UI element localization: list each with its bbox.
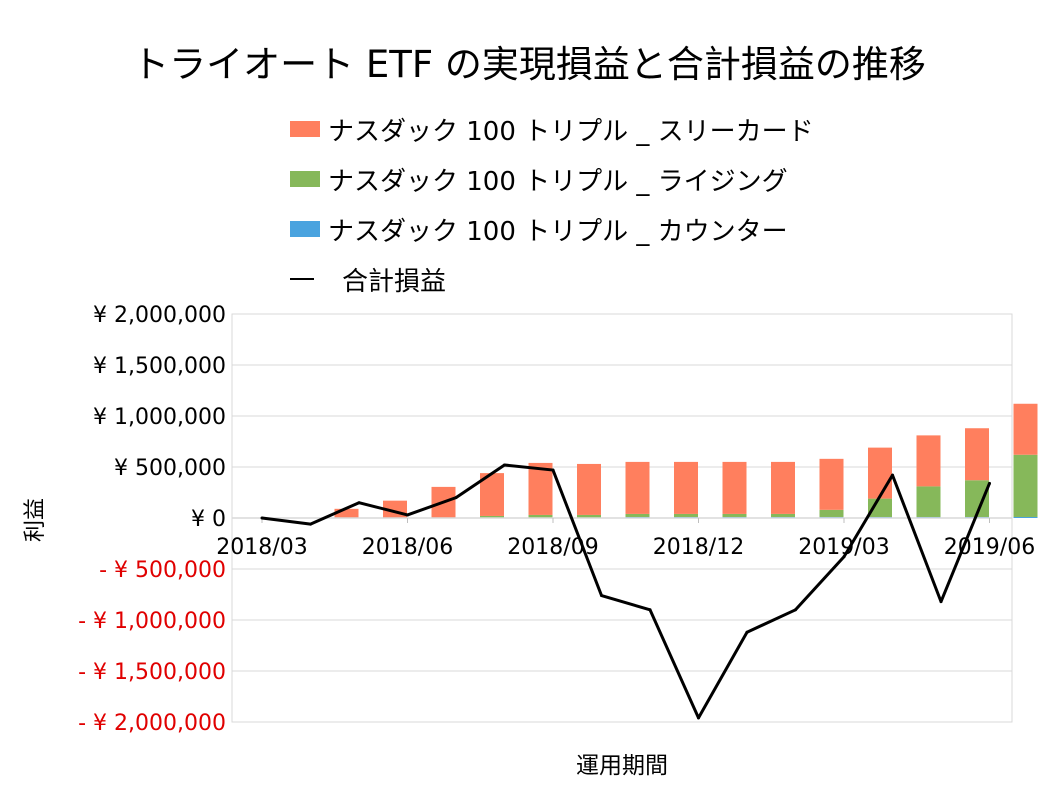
y-tick-label: - ¥ 1,500,000 xyxy=(78,660,226,685)
legend-line-total xyxy=(290,278,314,280)
legend-item-total: 合計損益 xyxy=(290,264,446,297)
total-point-6 xyxy=(551,468,555,472)
total-point-8 xyxy=(648,608,652,612)
total-line-group xyxy=(260,463,991,720)
legend-label-counter: ナスダック 100 トリプル _ カウンター xyxy=(328,216,788,247)
y-tick-labels: ¥ 2,000,000 ¥ 1,500,000 ¥ 1,000,000 ¥ 500,0… xyxy=(78,303,226,736)
legend-label-rising: ナスダック 100 トリプル _ ライジング xyxy=(328,166,788,197)
bar-rising-13 xyxy=(916,486,941,517)
bar-threecard-14 xyxy=(965,428,989,481)
bar-rising-4 xyxy=(480,515,504,518)
y-axis-label: 利益 xyxy=(22,497,48,543)
total-point-2 xyxy=(357,501,361,505)
bar-threecard-12 xyxy=(868,447,892,499)
total-point-10 xyxy=(745,630,749,634)
total-line xyxy=(261,463,991,720)
y-tick-label: - ¥ 500,000 xyxy=(99,558,226,583)
bar-threecard-10 xyxy=(771,461,795,514)
bar-rising-7 xyxy=(625,513,650,517)
x-tick-label: 2018/03 xyxy=(216,535,307,560)
total-point-11 xyxy=(794,608,797,612)
bar-rising-8 xyxy=(674,513,698,517)
y-tick-label: ¥ 2,000,000 xyxy=(93,303,226,328)
x-axis-label: 運用期間 xyxy=(576,753,668,779)
bar-rising-5 xyxy=(528,514,553,518)
x-tick-label: 2019/06 xyxy=(944,535,1035,560)
legend-item-threecard: ナスダック 100 トリプル _ スリーカード xyxy=(290,114,814,147)
y-tick-label: ¥ 0 xyxy=(191,507,226,532)
bar-threecard-13 xyxy=(916,435,941,487)
total-point-3 xyxy=(406,513,409,517)
y-tick-label: ¥ 500,000 xyxy=(114,456,226,481)
bar-rising-6 xyxy=(577,514,601,518)
total-point-15 xyxy=(988,481,991,485)
legend-swatch-threecard xyxy=(290,121,320,137)
total-point-5 xyxy=(503,463,506,467)
bar-counter-15 xyxy=(1013,516,1038,518)
y-tick-label: ¥ 1,000,000 xyxy=(93,405,226,430)
bar-rising-15 xyxy=(1013,454,1038,517)
bar-rising-11 xyxy=(819,509,844,517)
bar-threecard-6 xyxy=(577,463,601,515)
bar-threecard-8 xyxy=(674,461,698,514)
x-tick-label: 2018/12 xyxy=(653,535,744,560)
x-tick-label: 2019/03 xyxy=(798,535,889,560)
chart-title: トライオート ETF の実現損益と合計損益の推移 xyxy=(132,43,926,86)
bar-threecard-9 xyxy=(722,461,747,514)
bar-threecard-5 xyxy=(528,462,553,515)
y-tick-label: - ¥ 1,000,000 xyxy=(78,609,226,634)
bar-threecard-11 xyxy=(819,458,844,510)
bar-threecard-7 xyxy=(625,461,650,514)
total-point-14 xyxy=(939,600,943,604)
x-tick-labels: 2018/03 2018/06 2018/09 2018/12 2019/03 2019/… xyxy=(216,535,1035,560)
bar-rising-12 xyxy=(868,498,892,517)
bar-group xyxy=(334,403,1038,518)
total-point-1 xyxy=(309,522,312,526)
legend-label-threecard: ナスダック 100 トリプル _ スリーカード xyxy=(328,116,814,147)
legend-swatch-rising xyxy=(290,171,320,187)
total-point-9 xyxy=(697,716,700,720)
x-tick-label: 2018/06 xyxy=(362,535,453,560)
total-point-7 xyxy=(600,594,603,598)
bar-threecard-1 xyxy=(334,508,359,518)
x-axis xyxy=(232,517,1012,523)
legend-label-total: 合計損益 xyxy=(342,266,447,297)
legend-item-counter: ナスダック 100 トリプル _ カウンター xyxy=(290,214,788,247)
bar-threecard-15 xyxy=(1013,403,1038,455)
legend-swatch-counter xyxy=(290,221,320,237)
total-point-0 xyxy=(260,516,264,520)
bar-rising-9 xyxy=(722,513,747,517)
legend-item-rising: ナスダック 100 トリプル _ ライジング xyxy=(290,164,788,197)
total-point-4 xyxy=(454,496,458,500)
total-point-13 xyxy=(891,473,894,477)
y-tick-label: ¥ 1,500,000 xyxy=(93,354,226,379)
bar-rising-10 xyxy=(771,513,795,517)
y-tick-label: - ¥ 2,000,000 xyxy=(78,711,226,736)
x-tick-label: 2018/09 xyxy=(507,535,598,560)
total-point-12 xyxy=(842,555,846,559)
